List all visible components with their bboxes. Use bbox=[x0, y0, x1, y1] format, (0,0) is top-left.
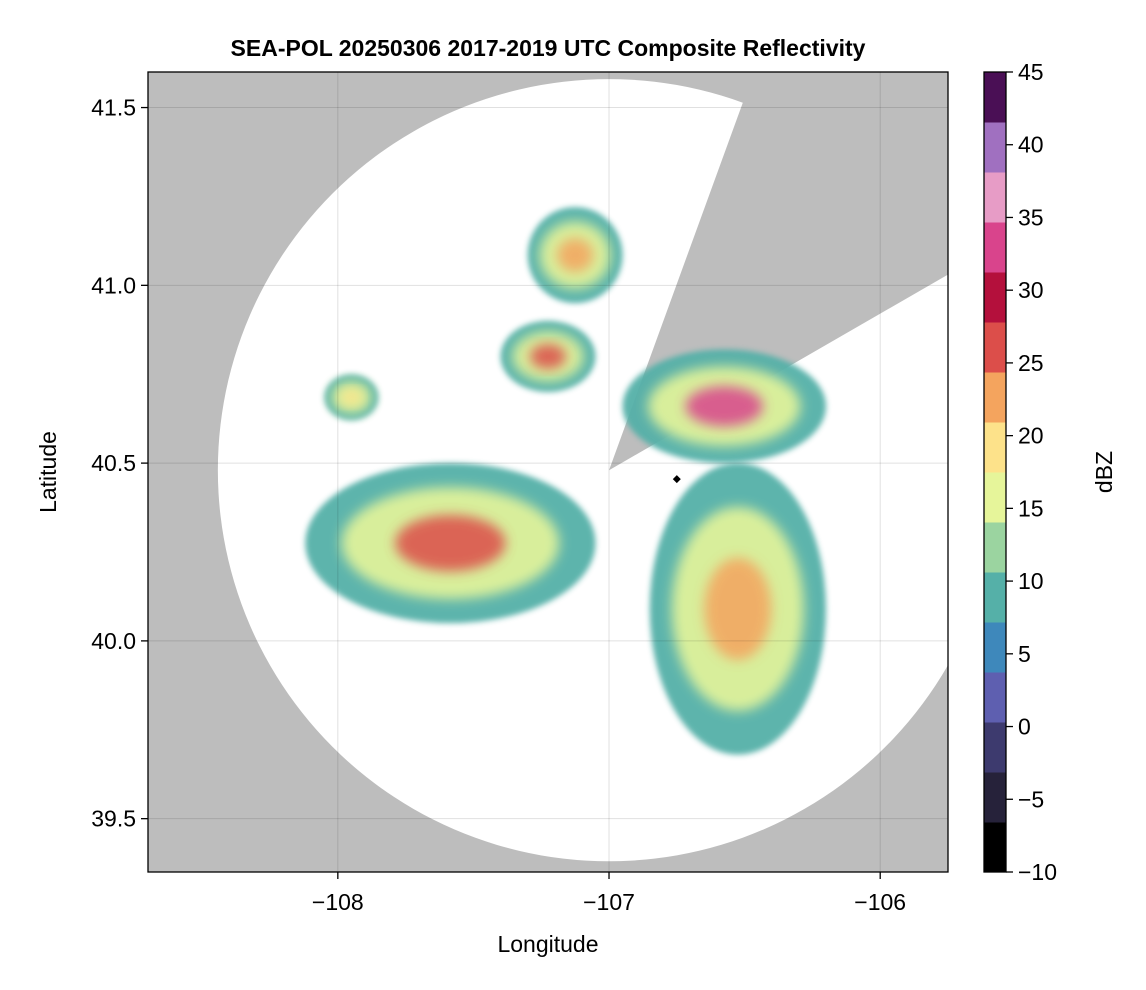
y-tick-label: 41.5 bbox=[91, 95, 136, 121]
reflectivity-echoes bbox=[305, 207, 826, 755]
echo-core bbox=[685, 386, 763, 427]
x-axis-label: Longitude bbox=[497, 931, 598, 957]
x-tick-label: −106 bbox=[854, 889, 906, 915]
echo-region bbox=[324, 374, 379, 421]
colorbar-tick-label: −10 bbox=[1018, 859, 1057, 885]
echo-core bbox=[557, 238, 594, 272]
echo-core bbox=[529, 344, 567, 369]
colorbar-bin bbox=[984, 722, 1006, 773]
colorbar-bin bbox=[984, 272, 1006, 323]
y-tick-label: 39.5 bbox=[91, 806, 136, 832]
echo-core bbox=[704, 557, 772, 660]
colorbar-bin bbox=[984, 322, 1006, 373]
colorbar-tick-label: 25 bbox=[1018, 350, 1044, 376]
echo-core bbox=[341, 389, 362, 406]
colorbar-label: dBZ bbox=[1091, 451, 1117, 493]
colorbar-frame bbox=[983, 71, 1007, 873]
echo-region bbox=[500, 320, 596, 393]
colorbar-tick-label: 0 bbox=[1018, 714, 1031, 740]
colorbar-tick-label: 40 bbox=[1018, 132, 1044, 158]
colorbar-bin bbox=[984, 622, 1006, 673]
colorbar-bin bbox=[984, 122, 1006, 173]
colorbar-bin bbox=[984, 822, 1006, 873]
y-tick-label: 40.5 bbox=[91, 450, 136, 476]
grid-lines bbox=[148, 72, 948, 872]
echo-region bbox=[305, 463, 596, 624]
colorbar-bin bbox=[984, 222, 1006, 273]
y-axis-ticks: 39.5 40.0 40.5 41.0 41.5 bbox=[91, 95, 148, 832]
colorbar-bin bbox=[984, 572, 1006, 623]
colorbar-bin bbox=[984, 422, 1006, 473]
y-tick-label: 40.0 bbox=[91, 628, 136, 654]
x-axis-ticks: −108 −107 −106 bbox=[312, 872, 906, 915]
echo-region bbox=[527, 207, 623, 304]
colorbar-bin bbox=[984, 172, 1006, 223]
colorbar-tick-label: 35 bbox=[1018, 204, 1044, 230]
chart-title: SEA-POL 20250306 2017-2019 UTC Composite… bbox=[231, 35, 866, 61]
colorbar-bin bbox=[984, 372, 1006, 423]
colorbar-bin bbox=[984, 472, 1006, 523]
y-axis-label: Latitude bbox=[35, 431, 61, 513]
echo-core bbox=[395, 515, 506, 572]
echo-region bbox=[649, 463, 826, 755]
colorbar-bin bbox=[984, 522, 1006, 573]
echo-region bbox=[622, 349, 826, 464]
y-tick-label: 41.0 bbox=[91, 272, 136, 298]
colorbar: −10 −5 0 5 10 15 20 25 30 35 40 45 bbox=[983, 59, 1057, 885]
x-tick-label: −108 bbox=[312, 889, 364, 915]
radar-site-marker bbox=[672, 475, 681, 484]
plot-frame bbox=[147, 71, 949, 873]
x-tick-label: −107 bbox=[583, 889, 635, 915]
colorbar-tick-label: 15 bbox=[1018, 495, 1044, 521]
colorbar-tick-label: 30 bbox=[1018, 277, 1044, 303]
colorbar-tick-label: 10 bbox=[1018, 568, 1044, 594]
colorbar-bin bbox=[984, 672, 1006, 723]
colorbar-tick-label: 20 bbox=[1018, 423, 1044, 449]
colorbar-bin bbox=[984, 772, 1006, 823]
plot-area: −108 −107 −106 39.5 40.0 40.5 41.0 41.5 bbox=[91, 71, 949, 915]
colorbar-bin bbox=[984, 72, 1006, 123]
colorbar-tick-label: 5 bbox=[1018, 641, 1031, 667]
colorbar-tick-label: 45 bbox=[1018, 59, 1044, 85]
colorbar-tick-label: −5 bbox=[1018, 786, 1044, 812]
